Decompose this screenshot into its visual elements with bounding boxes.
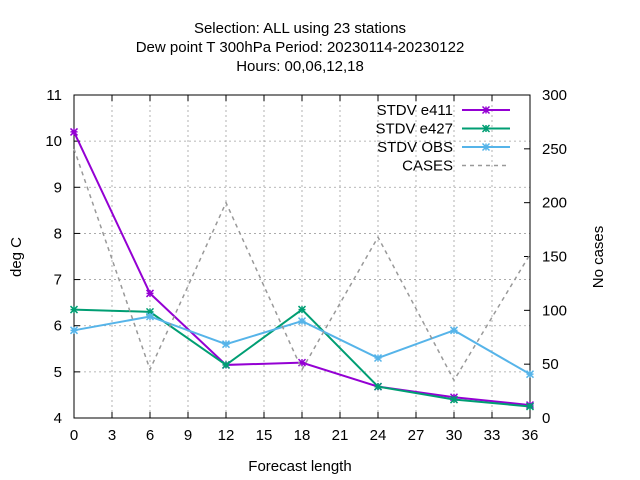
x-tick-label: 30 [446, 427, 463, 444]
x-axis-label: Forecast length [248, 458, 351, 475]
grid-lines [74, 95, 530, 418]
series-stdv-obs [69, 312, 535, 379]
legend-marker [481, 124, 491, 133]
data-point [449, 395, 459, 404]
y-tick-label: 6 [54, 318, 62, 335]
x-tick-label: 15 [256, 427, 273, 444]
y-tick-label: 4 [54, 410, 62, 427]
y-axis-label: deg C [8, 237, 25, 277]
x-tick-label: 21 [332, 427, 349, 444]
data-point [373, 382, 383, 391]
chart-title-line-2: Dew point T 300hPa Period: 20230114-2023… [136, 39, 465, 56]
data-point [69, 305, 79, 314]
data-point [373, 353, 383, 363]
legend-marker [481, 105, 491, 115]
data-point [221, 340, 231, 349]
y2-tick-label: 0 [542, 410, 550, 427]
y2-tick-label: 200 [542, 195, 567, 212]
data-point [297, 305, 307, 314]
y2-tick-label: 100 [542, 302, 567, 319]
chart-title-line-3: Hours: 00,06,12,18 [236, 58, 364, 75]
y2-tick-label: 50 [542, 356, 559, 373]
y2-axis-label: No cases [590, 226, 607, 289]
legend-label: STDV e427 [375, 121, 453, 138]
y2-tick-label: 150 [542, 249, 567, 266]
x-tick-label: 3 [108, 427, 116, 444]
chart-title-line-1: Selection: ALL using 23 stations [194, 20, 406, 37]
legend-label: STDV OBS [377, 139, 453, 156]
y-tick-label: 10 [45, 133, 62, 150]
y2-tick-label: 250 [542, 141, 567, 158]
x-tick-label: 9 [184, 427, 192, 444]
data-point [145, 289, 155, 298]
x-tick-label: 12 [218, 427, 235, 444]
data-point [69, 326, 79, 335]
data-point [525, 402, 535, 411]
series-stdv-e427 [69, 305, 535, 411]
legend-marker [481, 142, 491, 152]
y2-tick-label: 300 [542, 87, 567, 104]
data-point [221, 360, 231, 369]
data-point [297, 317, 307, 326]
x-tick-label: 36 [522, 427, 539, 444]
data-point [69, 127, 79, 136]
data-point [525, 370, 535, 379]
series-cases [73, 148, 531, 382]
data-point [449, 326, 459, 335]
x-tick-label: 27 [408, 427, 425, 444]
legend-label: STDV e411 [377, 102, 453, 119]
data-point [297, 358, 307, 367]
x-tick-label: 18 [294, 427, 311, 444]
series-line [73, 148, 531, 382]
y-tick-label: 11 [46, 87, 62, 104]
y-tick-label: 5 [54, 364, 62, 381]
x-tick-label: 0 [70, 427, 78, 444]
data-point [145, 307, 155, 316]
data-point [145, 312, 155, 321]
x-tick-label: 24 [370, 427, 387, 444]
y-tick-label: 9 [54, 179, 62, 196]
y-tick-label: 7 [54, 272, 62, 289]
x-tick-label: 6 [146, 427, 154, 444]
x-tick-label: 33 [484, 427, 501, 444]
legend-label: CASES [402, 158, 453, 175]
y-tick-label: 8 [54, 225, 62, 242]
